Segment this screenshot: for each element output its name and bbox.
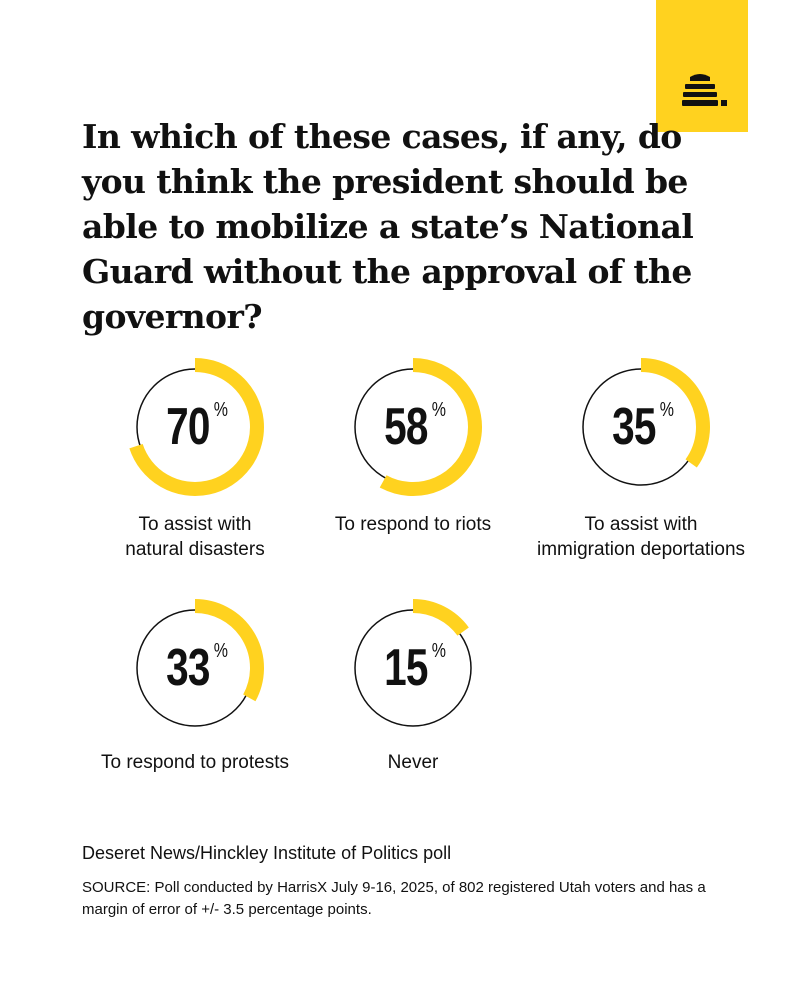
donut-ring: 58% — [339, 353, 487, 501]
donut-value: 15 — [384, 639, 428, 697]
donut-value: 33 — [166, 639, 210, 697]
donut-category-label-line: To respond to protests — [101, 752, 289, 773]
donut-value-arc — [129, 358, 264, 496]
source-title: Deseret News/Hinckley Institute of Polit… — [82, 843, 452, 863]
donut-value-arc — [194, 599, 264, 702]
source-note: SOURCE: Poll conducted by HarrisX July 9… — [82, 879, 706, 918]
donut-category-label: To respond to riots — [293, 512, 533, 537]
donut-svg — [582, 358, 710, 486]
donut-value-arc — [412, 599, 469, 636]
donut-svg — [129, 358, 264, 496]
donut-category-label-line: To assist with — [584, 514, 698, 535]
donut-svg — [354, 358, 482, 496]
donut-ring: 15% — [339, 594, 487, 742]
donut-value: 58 — [384, 398, 428, 456]
donut-category-label: To assist with immigration deportations — [521, 512, 761, 562]
percent-sign: % — [659, 399, 675, 421]
donut-value-arc — [379, 358, 482, 496]
donut-category-label: Never — [293, 750, 533, 775]
donut-category-label-line: To respond to riots — [334, 514, 492, 535]
donut-category-label: To respond to protests — [75, 750, 315, 775]
donut-category-label-line: Never — [387, 752, 439, 773]
donut-value: 35 — [612, 398, 656, 456]
donut-value: 70 — [166, 398, 210, 456]
logo-block — [656, 0, 748, 132]
donut-category-label: To assist with natural disasters — [75, 512, 315, 562]
donut-value-label: 70% — [121, 353, 269, 501]
donut-svg — [354, 599, 472, 727]
donut-ring: 33% — [121, 594, 269, 742]
beehive-icon — [682, 74, 727, 106]
donut-value-label: 35% — [567, 353, 715, 501]
donut-category-label-line: immigration deportations — [536, 539, 746, 560]
donut-value-label: 58% — [339, 353, 487, 501]
donut-ring: 35% — [567, 353, 715, 501]
percent-sign: % — [431, 399, 447, 421]
donut-svg — [136, 599, 264, 727]
donut-value-label: 15% — [339, 594, 487, 742]
chart-title: In which of these cases, if any, do you … — [82, 117, 694, 336]
donut-chart-grid: 70% To assist with natural disasters 58% To … — [0, 340, 800, 800]
percent-sign: % — [431, 640, 447, 662]
donut-category-label-line: To assist with — [138, 514, 252, 535]
donut-category-label-line: natural disasters — [125, 539, 265, 560]
percent-sign: % — [213, 640, 229, 662]
donut-value-arc — [640, 358, 710, 468]
donut-value-label: 33% — [121, 594, 269, 742]
donut-ring: 70% — [121, 353, 269, 501]
percent-sign: % — [213, 399, 229, 421]
